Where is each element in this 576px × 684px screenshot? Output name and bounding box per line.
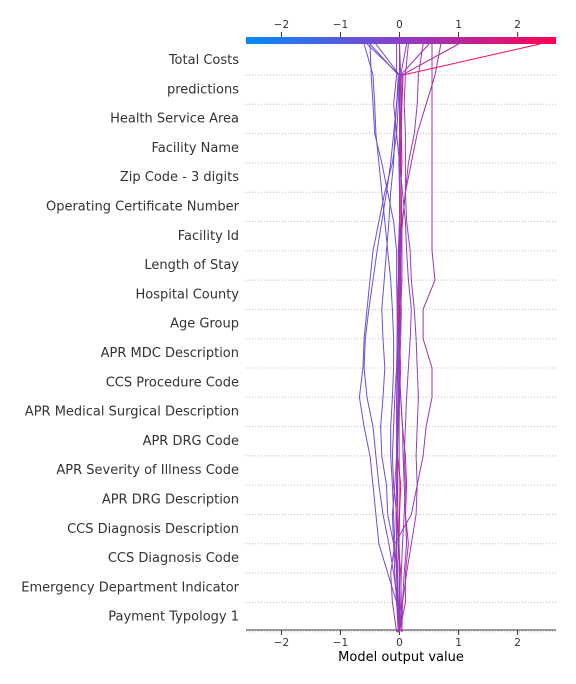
feature-labels: Total Costs predictions Health Service Are… <box>21 53 239 625</box>
feature-label: predictions <box>167 82 239 97</box>
feature-label: CCS Procedure Code <box>106 375 239 390</box>
decision-line <box>358 43 401 632</box>
bottom-axis: −2 −1 0 1 2 <box>246 629 556 649</box>
feature-label: Emergency Department Indicator <box>21 580 239 595</box>
feature-label: Total Costs <box>168 53 239 68</box>
decision-line <box>399 43 419 632</box>
feature-label: CCS Diagnosis Description <box>67 522 239 537</box>
top-tick-label: −1 <box>333 19 348 31</box>
feature-label: Zip Code - 3 digits <box>120 170 239 185</box>
decision-line <box>393 44 412 632</box>
top-tick-label: 2 <box>514 19 521 31</box>
decision-lines <box>358 43 541 634</box>
feature-label: Facility Id <box>178 229 239 244</box>
feature-label: APR MDC Description <box>101 346 239 361</box>
feature-label: APR Severity of Illness Code <box>56 463 239 478</box>
decision-line <box>396 43 424 632</box>
bottom-tick-label: 2 <box>514 637 521 649</box>
feature-label: APR Medical Surgical Description <box>25 405 239 420</box>
top-tick-label: 0 <box>396 19 403 31</box>
feature-label: APR DRG Code <box>143 434 239 449</box>
colorbar <box>246 37 556 44</box>
feature-label: APR DRG Description <box>102 493 239 508</box>
bottom-tick-label: 1 <box>455 637 462 649</box>
decision-line <box>369 43 400 632</box>
top-axis: −2 −1 0 1 2 <box>274 19 521 37</box>
bottom-tick-label: −2 <box>274 637 289 649</box>
decision-line <box>390 44 436 633</box>
feature-label: Health Service Area <box>110 112 239 127</box>
decision-line <box>363 43 400 632</box>
decision-line <box>398 43 459 632</box>
feature-label: Length of Stay <box>144 258 239 273</box>
feature-label: Age Group <box>170 317 239 332</box>
decision-line <box>363 43 402 634</box>
feature-label: Hospital County <box>136 287 240 302</box>
bottom-tick-label: −1 <box>333 637 348 649</box>
feature-label: CCS Diagnosis Code <box>108 551 239 566</box>
top-tick-label: 1 <box>455 19 462 31</box>
x-axis-label: Model output value <box>338 650 464 665</box>
bottom-tick-label: 0 <box>396 637 403 649</box>
feature-label: Operating Certificate Number <box>46 200 240 215</box>
decision-line <box>395 43 442 634</box>
feature-label: Facility Name <box>151 141 239 156</box>
feature-label: Payment Typology 1 <box>108 610 239 625</box>
top-tick-label: −2 <box>274 19 289 31</box>
